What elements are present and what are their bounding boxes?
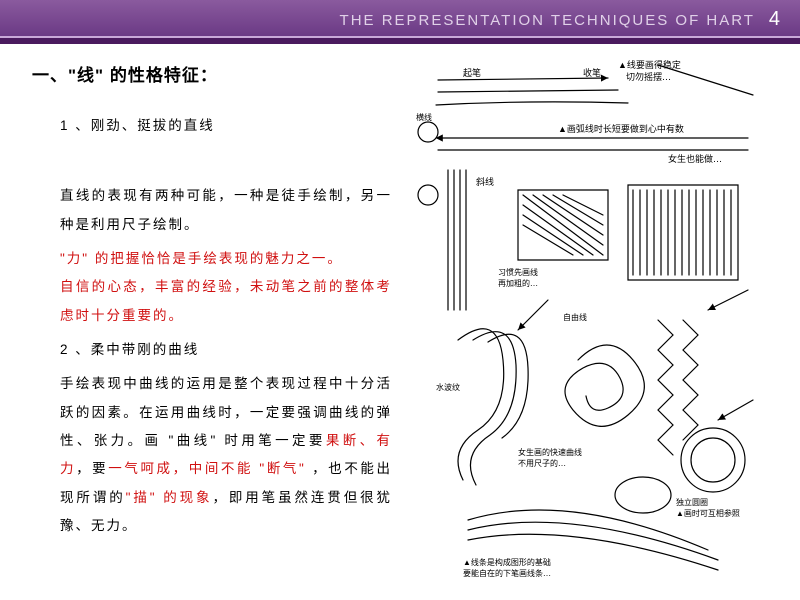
anno-9: 再加粗的…: [498, 278, 538, 288]
header-accent: [0, 38, 800, 44]
anno-1b: 切勿摇摆…: [626, 71, 671, 82]
anno-12: 女生画的快速曲线: [518, 447, 582, 457]
anno-2: 起笔: [463, 67, 481, 78]
section-title: 一、"线" 的性格特征：: [32, 58, 392, 94]
anno-13: 不用尺子的…: [518, 458, 566, 468]
anno-8: 习惯先画线: [498, 267, 538, 277]
anno-3: 收笔: [583, 67, 601, 78]
text-content: 一、"线" 的性格特征： 1 、刚劲、挺拔的直线 直线的表现有两种可能，一种是徒…: [32, 58, 392, 547]
page-number: 4: [769, 8, 782, 30]
sketch-diagram: ▲线要画得稳定 切勿摇摆… 起笔 收笔 ▲画弧线时长短要做到心中有数 女生也能做…: [408, 50, 788, 590]
anno-16: ▲线条是构成图形的基础: [463, 557, 551, 567]
paragraph-3: 手绘表现中曲线的运用是整个表现过程中十分活跃的因素。在运用曲线时，一定要强调曲线…: [60, 370, 392, 540]
anno-5: 女生也能做…: [668, 153, 722, 164]
highlight-2: 自信的心态，丰富的经验，未动笔之前的整体考虑时十分重要的。: [60, 279, 392, 322]
header-title: THE REPRESENTATION TECHNIQUES OF HART 4: [340, 8, 782, 31]
subtitle-1: 1 、刚劲、挺拔的直线: [60, 112, 392, 140]
anno-10: 水波纹: [436, 382, 460, 392]
anno-4: ▲画弧线时长短要做到心中有数: [558, 123, 684, 134]
paragraph-2: "力" 的把握恰恰是手绘表现的魅力之一。 自信的心态，丰富的经验，未动笔之前的整…: [60, 245, 392, 330]
anno-17: 要能自在的下笔画线条…: [463, 568, 551, 578]
anno-11: 自由线: [563, 312, 587, 322]
anno-6: 横线: [416, 112, 432, 122]
sketch-svg: ▲线要画得稳定 切勿摇摆… 起笔 收笔 ▲画弧线时长短要做到心中有数 女生也能做…: [408, 50, 788, 590]
p3-part-b: ，要: [76, 461, 108, 476]
anno-7: 斜线: [476, 176, 494, 187]
anno-15: ▲画时可互相参照: [676, 508, 740, 518]
subtitle-2: 2 、柔中带刚的曲线: [60, 336, 392, 364]
paragraph-1: 直线的表现有两种可能，一种是徒手绘制，另一种是利用尺子绘制。: [60, 182, 392, 239]
highlight-5: "描" 的现象: [126, 490, 213, 505]
highlight-1: "力" 的把握恰恰是手绘表现的魅力之一。: [60, 251, 343, 266]
highlight-4: 一气呵成，中间不能 "断气": [108, 461, 306, 476]
header-title-text: THE REPRESENTATION TECHNIQUES OF HART: [340, 12, 755, 29]
anno-14: 独立圆圈: [676, 497, 708, 507]
anno-1: ▲线要画得稳定: [618, 59, 681, 70]
